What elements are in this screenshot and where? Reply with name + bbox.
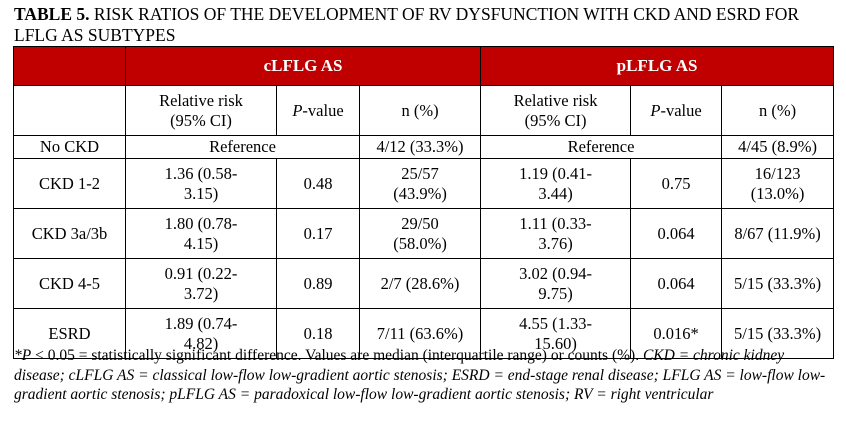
row-label: CKD 1-2 bbox=[13, 158, 126, 209]
table-row: No CKD Reference 4/12 (33.3%) Reference … bbox=[13, 135, 835, 159]
row-label: CKD 4-5 bbox=[13, 258, 126, 309]
row-label: CKD 3a/3b bbox=[13, 208, 126, 259]
table-caption: RISK RATIOS OF THE DEVELOPMENT OF RV DYS… bbox=[14, 4, 800, 45]
table-row: CKD 1-2 1.36 (0.58- 3.15) 0.48 25/57 (43.9… bbox=[13, 158, 835, 209]
count-cell: 7/11 (63.6%) bbox=[358, 308, 482, 359]
p-value-cell: 0.48 bbox=[276, 158, 360, 209]
p-value-cell: 0.75 bbox=[630, 158, 723, 209]
sub-header-relative-risk: Relative risk (95% CI) bbox=[480, 85, 632, 136]
sub-header-p-value: P-value bbox=[630, 85, 723, 136]
relative-risk-cell: 1.89 (0.74- 4.82) bbox=[125, 308, 277, 359]
count-cell: 16/123 (13.0%) bbox=[721, 158, 835, 209]
sub-header-row: Relative risk (95% CI) P-value n (%) Rela… bbox=[13, 85, 835, 136]
count-cell: 25/57 (43.9%) bbox=[358, 158, 482, 209]
count-cell: 5/15 (33.3%) bbox=[721, 258, 835, 309]
relative-risk-cell: 1.19 (0.41- 3.44) bbox=[480, 158, 632, 209]
relative-risk-cell: 1.11 (0.33- 3.76) bbox=[480, 208, 632, 259]
p-value-cell: 0.89 bbox=[276, 258, 360, 309]
footnote-star-p: *P bbox=[14, 347, 32, 364]
risk-ratio-table: cLFLG AS pLFLG AS Relative risk (95% CI) … bbox=[13, 46, 835, 359]
row-label: ESRD bbox=[13, 308, 126, 359]
relative-risk-cell: 4.55 (1.33- 15.60) bbox=[480, 308, 632, 359]
footnote-abbreviations: CKD = chronic kidney disease; cLFLG AS =… bbox=[14, 347, 826, 403]
sub-header-p-value: P-value bbox=[276, 85, 360, 136]
table-row: CKD 3a/3b 1.80 (0.78- 4.15) 0.17 29/50 (58… bbox=[13, 208, 835, 259]
p-value-cell: 0.17 bbox=[276, 208, 360, 259]
sub-header-relative-risk: Relative risk (95% CI) bbox=[125, 85, 277, 136]
p-value-cell: 0.064 bbox=[630, 258, 723, 309]
header-empty-cell bbox=[13, 46, 126, 86]
count-cell: 2/7 (28.6%) bbox=[358, 258, 482, 309]
sub-header-empty-cell bbox=[13, 85, 126, 136]
relative-risk-cell: 0.91 (0.22- 3.72) bbox=[125, 258, 277, 309]
table-footnote: *P < 0.05 = statistically significant di… bbox=[14, 346, 834, 405]
group-header-paradoxical: pLFLG AS bbox=[480, 46, 835, 86]
p-value-cell: 0.016* bbox=[630, 308, 723, 359]
table-row: CKD 4-5 0.91 (0.22- 3.72) 0.89 2/7 (28.6%… bbox=[13, 258, 835, 309]
group-header-row: cLFLG AS pLFLG AS bbox=[13, 46, 835, 86]
count-cell: 8/67 (11.9%) bbox=[721, 208, 835, 259]
relative-risk-cell: 3.02 (0.94- 9.75) bbox=[480, 258, 632, 309]
relative-risk-cell: 1.80 (0.78- 4.15) bbox=[125, 208, 277, 259]
p-value-cell: 0.18 bbox=[276, 308, 360, 359]
count-cell: 4/12 (33.3%) bbox=[358, 135, 482, 159]
sub-header-n-percent: n (%) bbox=[721, 85, 835, 136]
p-value-cell: 0.064 bbox=[630, 208, 723, 259]
footnote-significance: < 0.05 = statistically significant diffe… bbox=[31, 347, 643, 364]
count-cell: 4/45 (8.9%) bbox=[721, 135, 835, 159]
table-title: TABLE 5. RISK RATIOS OF THE DEVELOPMENT … bbox=[14, 4, 834, 46]
group-header-classical: cLFLG AS bbox=[124, 46, 482, 86]
sub-header-n-percent: n (%) bbox=[358, 85, 482, 136]
reference-cell: Reference bbox=[125, 135, 360, 159]
table-row: ESRD 1.89 (0.74- 4.82) 0.18 7/11 (63.6%) … bbox=[13, 308, 835, 359]
reference-cell: Reference bbox=[480, 135, 723, 159]
count-cell: 29/50 (58.0%) bbox=[358, 208, 482, 259]
table-number: TABLE 5. bbox=[14, 4, 90, 24]
count-cell: 5/15 (33.3%) bbox=[721, 308, 835, 359]
relative-risk-cell: 1.36 (0.58- 3.15) bbox=[125, 158, 277, 209]
row-label: No CKD bbox=[13, 135, 126, 159]
